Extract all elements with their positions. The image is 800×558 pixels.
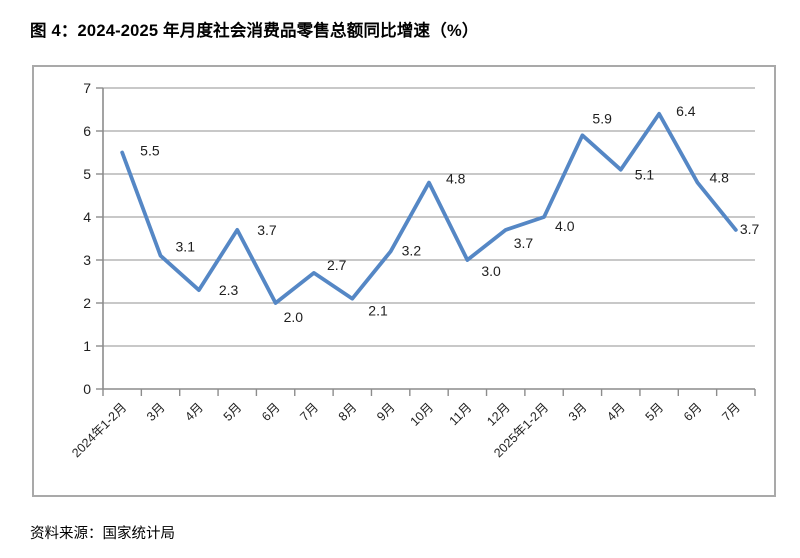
y-tick-label: 6: [83, 123, 91, 139]
y-tick-label: 1: [83, 338, 91, 354]
x-category-label: 9月: [374, 400, 398, 424]
x-category-label: 7月: [297, 400, 321, 424]
data-label: 3.7: [514, 235, 534, 251]
data-label: 5.9: [592, 110, 612, 126]
data-line: [120, 111, 738, 305]
x-category-label: 6月: [681, 400, 705, 424]
y-tick-label: 5: [83, 166, 91, 182]
chart-title: 图 4：2024-2025 年月度社会消费品零售总额同比增速（%）: [30, 22, 479, 40]
x-category-label: 4月: [182, 400, 206, 424]
data-label: 3.0: [481, 263, 501, 279]
x-category-label: 4月: [604, 400, 628, 424]
x-category-label: 5月: [221, 400, 245, 424]
x-category-label: 7月: [719, 400, 743, 424]
data-label: 3.1: [176, 239, 196, 255]
data-label: 4.8: [709, 170, 729, 186]
data-label: 2.7: [327, 257, 347, 273]
data-label: 3.7: [740, 221, 760, 237]
data-label: 5.1: [635, 167, 655, 183]
data-label: 4.0: [555, 218, 575, 234]
source-note: 资料来源：国家统计局: [30, 526, 175, 542]
y-tick-label: 0: [83, 381, 91, 397]
y-tick-label: 2: [83, 295, 91, 311]
data-label: 4.8: [446, 171, 466, 187]
data-label: 6.4: [676, 103, 696, 119]
data-label: 3.2: [402, 242, 422, 258]
x-category-label: 11月: [447, 400, 475, 428]
data-label: 3.7: [257, 222, 277, 238]
y-tick-label: 3: [83, 252, 91, 268]
x-category-label: 3月: [144, 400, 168, 424]
x-category-label: 8月: [336, 400, 360, 424]
x-category-label: 3月: [566, 400, 590, 424]
x-category-label: 2024年1-2月: [69, 400, 129, 460]
retail-sales-growth-line-chart: 0 1 2 3 4 5 6 7 2024年1-2月 3月 4月 5月 6月 7月 8月 9月 10月 11月 12月…: [69, 80, 760, 460]
x-category-label: 6月: [259, 400, 283, 424]
x-category-label: 5月: [643, 400, 667, 424]
data-label: 2.3: [219, 282, 239, 298]
data-label: 2.1: [368, 303, 388, 319]
chart-frame: 0 1 2 3 4 5 6 7 2024年1-2月 3月 4月 5月 6月 7月 8月 9月 10月 11月 12月…: [32, 65, 776, 497]
data-label: 5.5: [140, 143, 160, 159]
x-category-label: 10月: [408, 400, 437, 429]
x-category-label: 12月: [484, 400, 513, 429]
y-tick-label: 7: [83, 80, 91, 96]
data-label: 2.0: [284, 309, 304, 325]
y-tick-label: 4: [83, 209, 91, 225]
